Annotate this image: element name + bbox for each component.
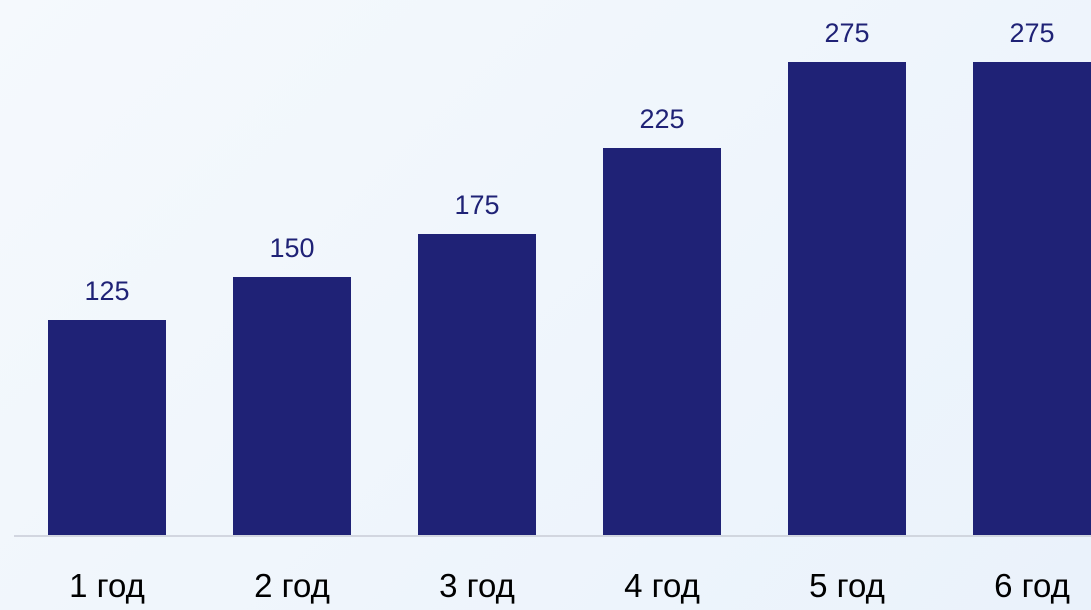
bar-5 (788, 62, 906, 535)
bar-2 (233, 277, 351, 535)
bar-3 (418, 234, 536, 535)
bar-6 (973, 62, 1091, 535)
data-label-4: 225 (639, 104, 684, 134)
data-label-1: 125 (84, 276, 129, 306)
category-label-1: 1 год (69, 567, 145, 604)
data-label-5: 275 (824, 18, 869, 48)
bar-1 (48, 320, 166, 535)
category-label-5: 5 год (809, 567, 885, 604)
bars-group (48, 62, 1091, 535)
category-label-3: 3 год (439, 567, 515, 604)
category-labels-group: 1 год 2 год 3 год 4 год 5 год 6 год (69, 567, 1070, 604)
data-label-6: 275 (1009, 18, 1054, 48)
data-label-3: 175 (454, 190, 499, 220)
category-label-4: 4 год (624, 567, 700, 604)
category-label-6: 6 год (994, 567, 1070, 604)
category-label-2: 2 год (254, 567, 330, 604)
bar-4 (603, 148, 721, 535)
data-label-2: 150 (269, 233, 314, 263)
data-labels-group: 125 150 175 225 275 275 (84, 18, 1054, 306)
